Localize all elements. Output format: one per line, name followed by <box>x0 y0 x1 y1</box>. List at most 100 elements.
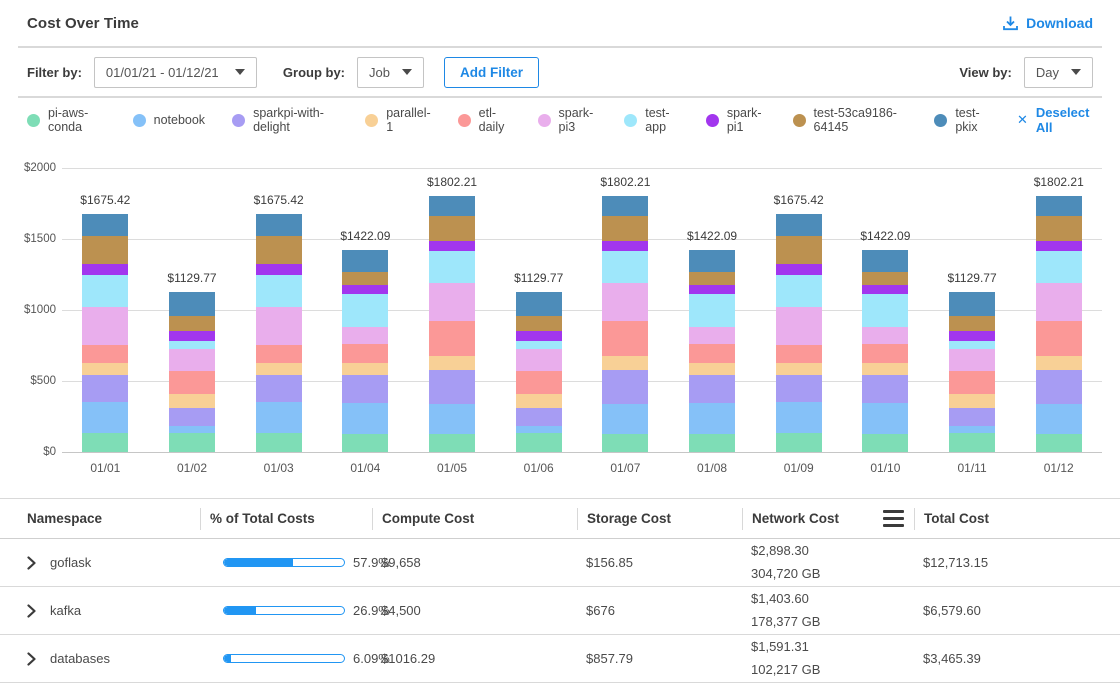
legend-item[interactable]: parallel-1 <box>365 106 431 134</box>
bar-segment-test-53ca9186-64145[interactable] <box>169 315 215 332</box>
bar-segment-spark-pi1[interactable] <box>862 285 909 295</box>
bar-segment-test-app[interactable] <box>515 341 562 350</box>
add-filter-button[interactable]: Add Filter <box>443 56 539 88</box>
bar-segment-parallel-1[interactable] <box>515 393 562 408</box>
chevron-right-icon[interactable] <box>27 555 36 570</box>
bar-segment-etl-daily[interactable] <box>949 371 996 394</box>
bar-segment-spark-pi3[interactable] <box>862 327 909 345</box>
bar-segment-test-app[interactable] <box>255 274 302 307</box>
bar-segment-sparkpi-with-delight[interactable] <box>429 369 476 404</box>
bar-segment-pi-aws-conda[interactable] <box>602 433 649 452</box>
bar-segment-test-app[interactable] <box>429 251 476 284</box>
bar-segment-test-app[interactable] <box>82 274 129 307</box>
legend-item[interactable]: spark-pi3 <box>537 106 598 134</box>
bar-segment-pi-aws-conda[interactable] <box>862 433 909 452</box>
bar-segment-test-pkix[interactable] <box>429 196 476 216</box>
bar-segment-spark-pi1[interactable] <box>169 331 215 342</box>
bar-segment-parallel-1[interactable] <box>862 362 909 375</box>
bar-segment-test-app[interactable] <box>1035 251 1082 284</box>
bar-segment-spark-pi3[interactable] <box>169 349 215 372</box>
bar-segment-spark-pi3[interactable] <box>689 327 736 345</box>
stacked-bar[interactable] <box>82 214 129 452</box>
bar-segment-spark-pi3[interactable] <box>342 327 389 345</box>
bar-segment-sparkpi-with-delight[interactable] <box>1035 369 1082 404</box>
bar-segment-sparkpi-with-delight[interactable] <box>342 374 389 404</box>
stacked-bar[interactable] <box>602 196 649 452</box>
bar-segment-test-53ca9186-64145[interactable] <box>342 271 389 286</box>
bar-segment-spark-pi1[interactable] <box>949 331 996 342</box>
bar-segment-spark-pi1[interactable] <box>82 263 129 275</box>
bar-segment-parallel-1[interactable] <box>602 356 649 370</box>
download-button[interactable]: Download <box>1002 15 1093 31</box>
date-range-select[interactable]: 01/01/21 - 01/12/21 <box>93 56 257 88</box>
bar-segment-test-pkix[interactable] <box>949 291 996 316</box>
bar-segment-notebook[interactable] <box>775 402 822 433</box>
bar-segment-parallel-1[interactable] <box>1035 356 1082 370</box>
bar-segment-etl-daily[interactable] <box>689 344 736 363</box>
bar-segment-sparkpi-with-delight[interactable] <box>82 374 129 403</box>
stacked-bar[interactable] <box>429 196 476 452</box>
bar-segment-test-app[interactable] <box>862 294 909 328</box>
bar-segment-sparkpi-with-delight[interactable] <box>949 408 996 426</box>
bar-segment-test-53ca9186-64145[interactable] <box>429 215 476 242</box>
bar-segment-spark-pi3[interactable] <box>949 349 996 372</box>
bar-segment-parallel-1[interactable] <box>949 393 996 408</box>
bar-segment-test-53ca9186-64145[interactable] <box>82 236 129 264</box>
bar-segment-sparkpi-with-delight[interactable] <box>515 408 562 426</box>
bar-segment-test-pkix[interactable] <box>342 250 389 272</box>
bar-segment-spark-pi1[interactable] <box>689 285 736 295</box>
bar-segment-pi-aws-conda[interactable] <box>429 433 476 452</box>
bar-segment-spark-pi1[interactable] <box>775 263 822 275</box>
bar-segment-parallel-1[interactable] <box>169 393 215 408</box>
bar-segment-pi-aws-conda[interactable] <box>82 432 129 452</box>
bar-segment-spark-pi3[interactable] <box>775 306 822 345</box>
bar-segment-notebook[interactable] <box>949 425 996 433</box>
legend-item[interactable]: test-53ca9186-64145 <box>792 106 908 134</box>
bar-segment-spark-pi3[interactable] <box>602 283 649 321</box>
bar-segment-parallel-1[interactable] <box>689 362 736 375</box>
bar-segment-test-53ca9186-64145[interactable] <box>862 271 909 286</box>
legend-item[interactable]: pi-aws-conda <box>27 106 106 134</box>
bar-segment-pi-aws-conda[interactable] <box>342 433 389 452</box>
column-settings-icon[interactable] <box>883 508 904 529</box>
bar-segment-parallel-1[interactable] <box>775 363 822 375</box>
bar-segment-parallel-1[interactable] <box>82 363 129 375</box>
bar-segment-test-app[interactable] <box>949 341 996 350</box>
bar-segment-test-pkix[interactable] <box>169 291 215 316</box>
bar-segment-pi-aws-conda[interactable] <box>689 433 736 452</box>
bar-segment-test-pkix[interactable] <box>775 214 822 237</box>
chevron-right-icon[interactable] <box>27 603 36 618</box>
bar-segment-test-53ca9186-64145[interactable] <box>602 215 649 242</box>
bar-segment-etl-daily[interactable] <box>602 320 649 357</box>
stacked-bar[interactable] <box>1035 196 1082 452</box>
view-by-select[interactable]: Day <box>1023 56 1093 88</box>
bar-segment-etl-daily[interactable] <box>255 344 302 364</box>
group-by-select[interactable]: Job <box>357 56 424 88</box>
bar-segment-notebook[interactable] <box>1035 403 1082 434</box>
bar-segment-sparkpi-with-delight[interactable] <box>862 374 909 404</box>
bar-segment-pi-aws-conda[interactable] <box>515 432 562 452</box>
stacked-bar[interactable] <box>169 291 215 452</box>
bar-segment-spark-pi1[interactable] <box>1035 241 1082 252</box>
bar-segment-notebook[interactable] <box>82 402 129 433</box>
bar-segment-test-app[interactable] <box>342 294 389 328</box>
bar-segment-pi-aws-conda[interactable] <box>775 432 822 452</box>
bar-segment-test-53ca9186-64145[interactable] <box>515 315 562 332</box>
bar-segment-pi-aws-conda[interactable] <box>1035 433 1082 452</box>
bar-segment-notebook[interactable] <box>515 425 562 433</box>
bar-segment-notebook[interactable] <box>342 403 389 434</box>
bar-segment-test-pkix[interactable] <box>862 250 909 272</box>
bar-segment-notebook[interactable] <box>255 402 302 433</box>
bar-segment-spark-pi1[interactable] <box>342 285 389 295</box>
bar-segment-parallel-1[interactable] <box>342 362 389 375</box>
bar-segment-spark-pi3[interactable] <box>1035 283 1082 321</box>
bar-segment-test-app[interactable] <box>602 251 649 284</box>
bar-segment-pi-aws-conda[interactable] <box>255 432 302 452</box>
legend-item[interactable]: test-app <box>624 106 679 134</box>
bar-segment-notebook[interactable] <box>602 403 649 434</box>
legend-item[interactable]: test-pkix <box>934 106 990 134</box>
bar-segment-pi-aws-conda[interactable] <box>949 432 996 452</box>
stacked-bar[interactable] <box>862 250 909 452</box>
legend-item[interactable]: sparkpi-with-delight <box>232 106 338 134</box>
stacked-bar[interactable] <box>515 291 562 452</box>
